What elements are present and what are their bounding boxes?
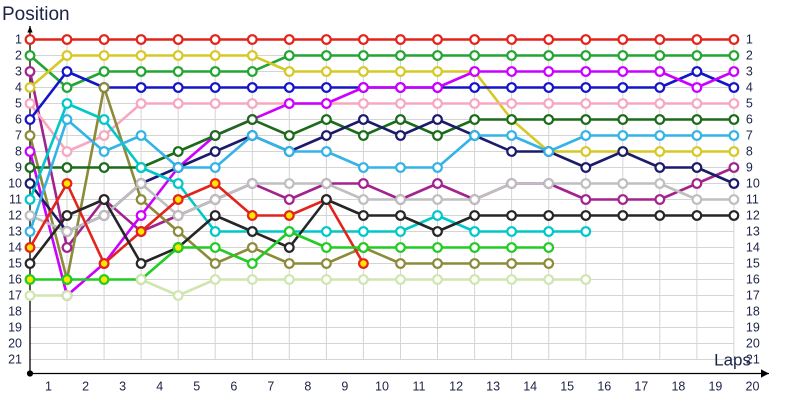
svg-text:6: 6 [746,113,753,127]
svg-text:1: 1 [746,33,753,47]
svg-text:5: 5 [15,97,22,111]
svg-text:7: 7 [15,129,22,143]
svg-text:14: 14 [746,241,760,255]
svg-text:4: 4 [156,380,163,394]
svg-text:4: 4 [746,81,753,95]
svg-text:11: 11 [9,193,22,207]
svg-text:5: 5 [746,97,753,111]
svg-text:3: 3 [15,65,22,79]
svg-text:18: 18 [8,305,22,319]
svg-text:19: 19 [8,321,22,335]
svg-text:10: 10 [8,177,22,191]
svg-text:15: 15 [746,257,760,271]
svg-text:12: 12 [449,380,463,394]
svg-text:15: 15 [8,257,22,271]
svg-text:6: 6 [230,380,237,394]
svg-text:7: 7 [746,129,753,143]
svg-text:11: 11 [746,193,759,207]
svg-text:10: 10 [375,380,389,394]
svg-text:13: 13 [746,225,760,239]
svg-text:20: 20 [746,337,760,351]
svg-text:3: 3 [119,380,126,394]
svg-text:Laps: Laps [714,351,751,370]
svg-text:15: 15 [560,380,574,394]
svg-text:7: 7 [267,380,274,394]
svg-text:2: 2 [82,380,89,394]
svg-text:10: 10 [746,177,760,191]
svg-text:16: 16 [8,273,22,287]
svg-text:2: 2 [15,49,22,63]
svg-text:16: 16 [746,273,760,287]
svg-text:5: 5 [193,380,200,394]
svg-text:20: 20 [746,380,760,394]
svg-text:8: 8 [304,380,311,394]
svg-text:8: 8 [15,145,22,159]
svg-text:19: 19 [746,321,760,335]
svg-text:9: 9 [15,161,22,175]
svg-text:17: 17 [8,289,22,303]
svg-text:12: 12 [746,209,760,223]
svg-text:9: 9 [746,161,753,175]
svg-text:14: 14 [8,241,22,255]
svg-text:19: 19 [708,380,722,394]
svg-text:18: 18 [671,380,685,394]
svg-text:14: 14 [523,380,537,394]
svg-text:1: 1 [15,33,22,47]
svg-text:21: 21 [8,353,22,367]
svg-text:9: 9 [341,380,348,394]
svg-text:17: 17 [634,380,648,394]
svg-text:18: 18 [746,305,760,319]
svg-text:1: 1 [45,380,52,394]
svg-text:3: 3 [746,65,753,79]
svg-text:13: 13 [8,225,22,239]
svg-text:Position: Position [2,4,70,25]
svg-text:17: 17 [746,289,760,303]
svg-text:13: 13 [486,380,500,394]
svg-text:6: 6 [15,113,22,127]
svg-text:11: 11 [413,380,426,394]
svg-text:16: 16 [597,380,611,394]
svg-text:20: 20 [8,337,22,351]
svg-text:2: 2 [746,49,753,63]
svg-text:4: 4 [15,81,22,95]
svg-text:12: 12 [8,209,22,223]
svg-text:8: 8 [746,145,753,159]
